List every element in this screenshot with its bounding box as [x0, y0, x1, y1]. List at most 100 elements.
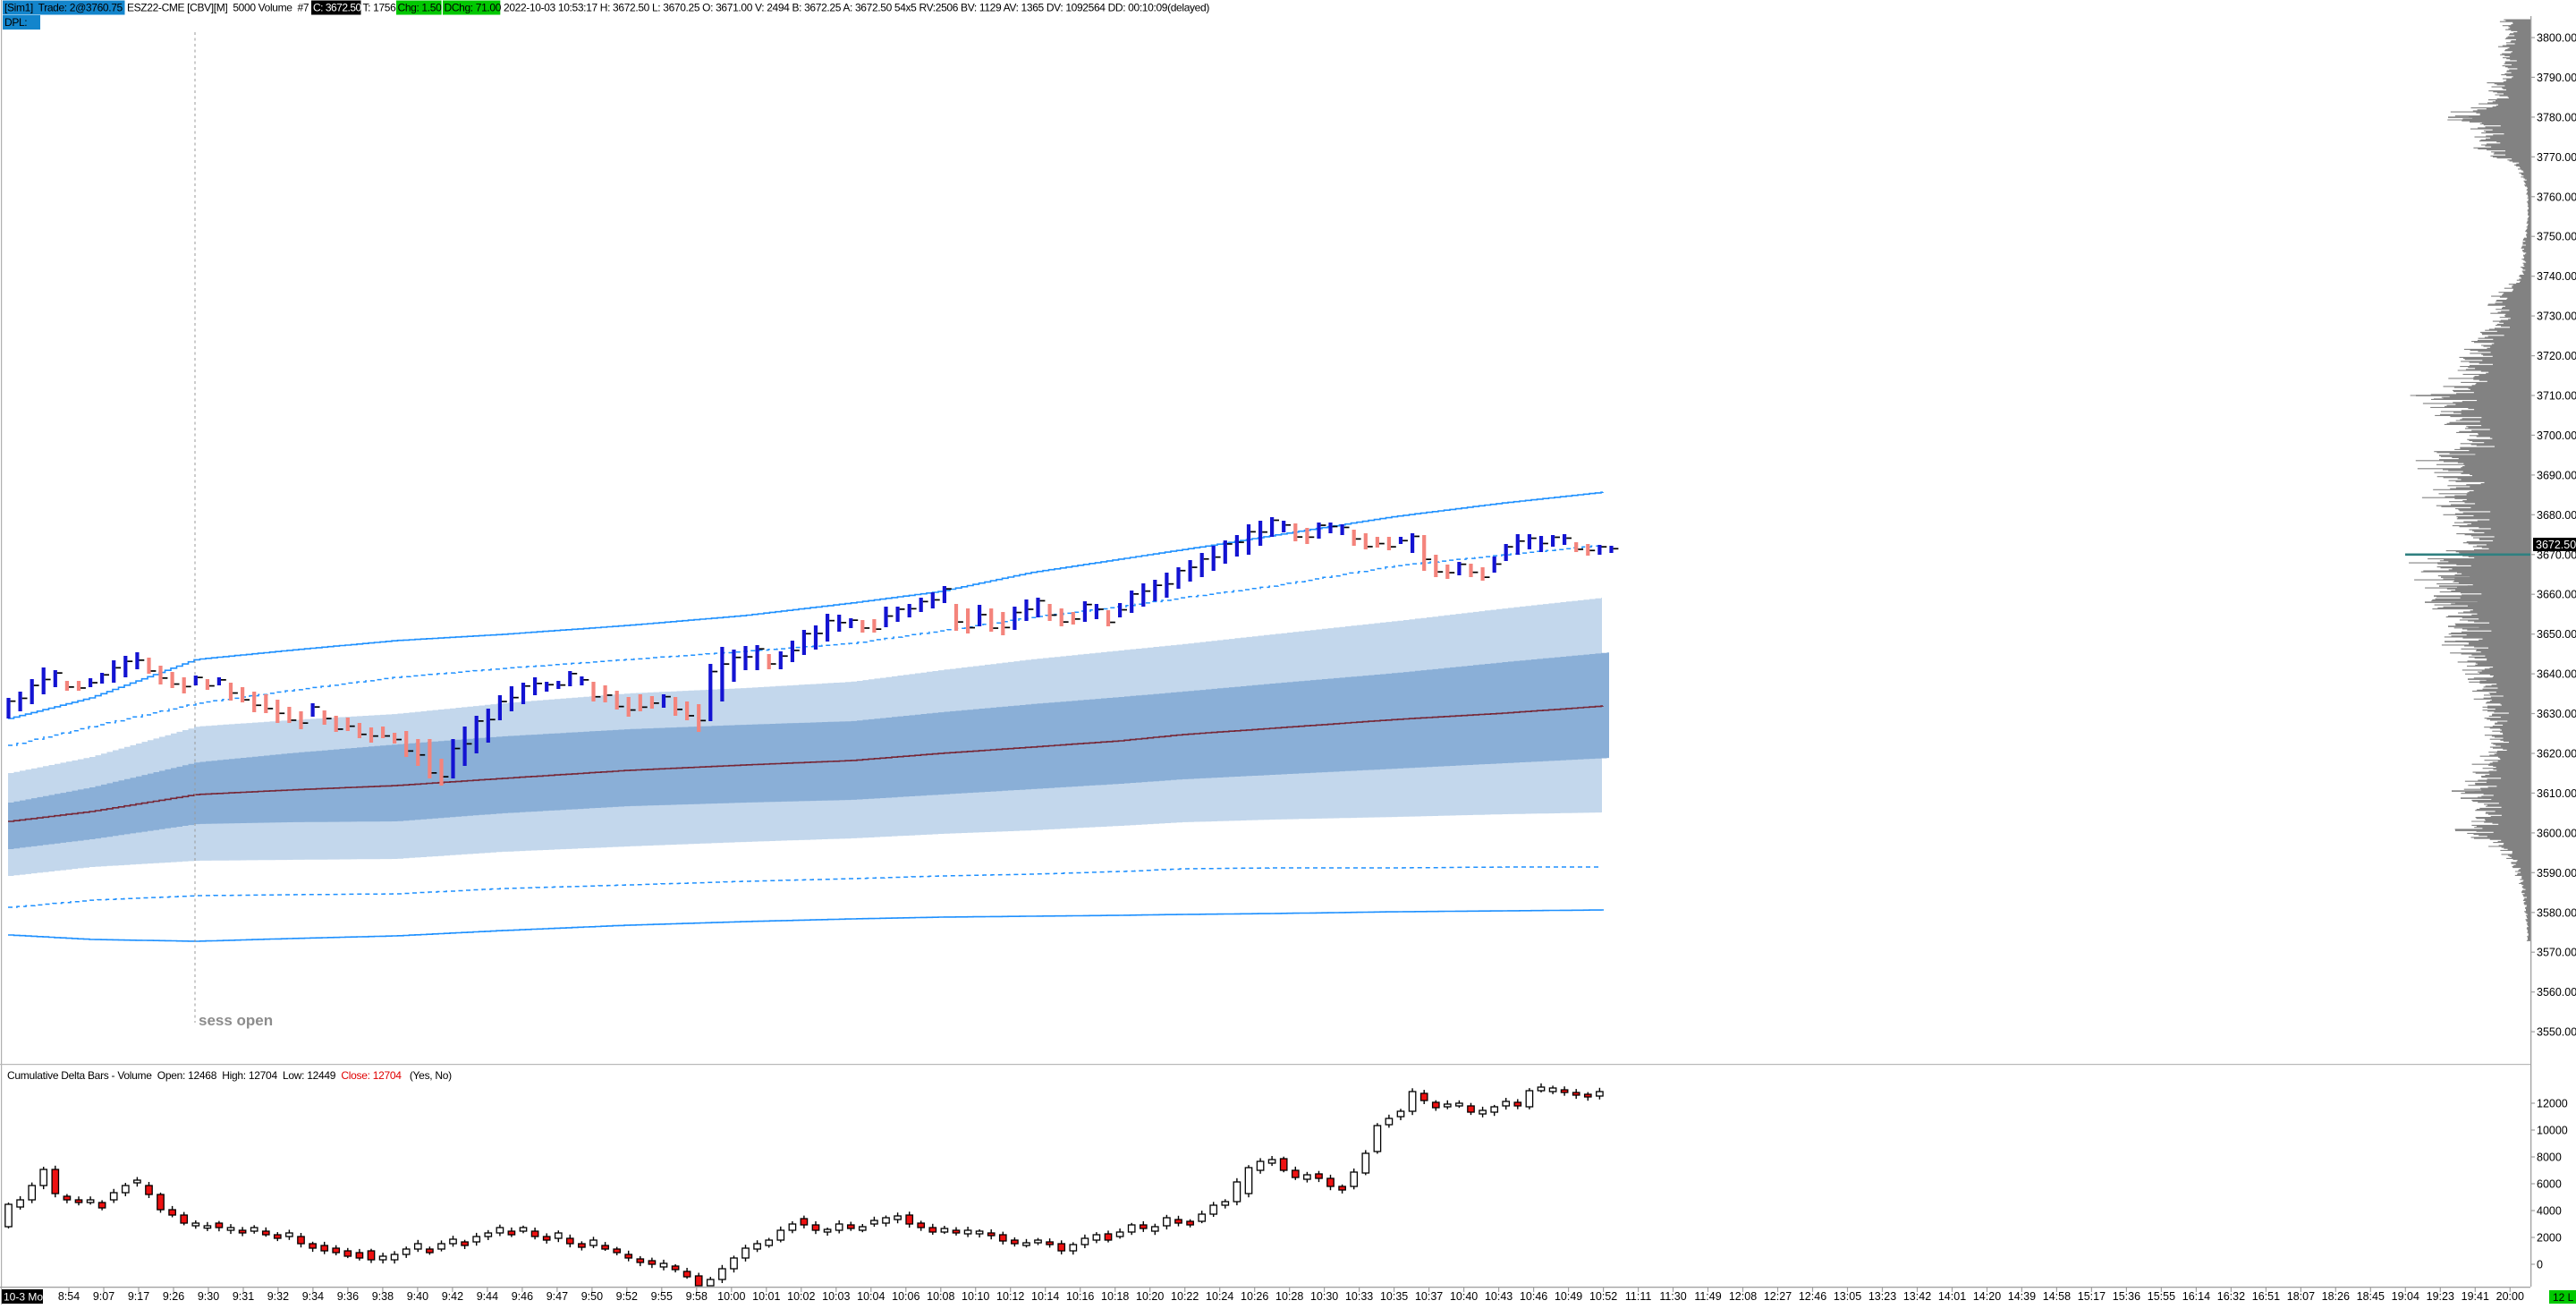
svg-text:10000: 10000: [2537, 1125, 2568, 1137]
svg-text:9:17: 9:17: [128, 1290, 149, 1303]
svg-text:3550.00: 3550.00: [2537, 1026, 2576, 1039]
svg-text:3710.00: 3710.00: [2537, 390, 2576, 403]
svg-text:10:14: 10:14: [1031, 1290, 1059, 1303]
svg-text:3630.00: 3630.00: [2537, 708, 2576, 720]
svg-text:18:26: 18:26: [2322, 1290, 2350, 1303]
svg-text:12000: 12000: [2537, 1098, 2568, 1110]
svg-text:10:49: 10:49: [1555, 1290, 1582, 1303]
svg-text:9:46: 9:46: [512, 1290, 533, 1303]
svg-text:14:20: 14:20: [1973, 1290, 2001, 1303]
svg-text:10-3 Mo: 10-3 Mo: [4, 1291, 43, 1304]
svg-text:6000: 6000: [2537, 1178, 2562, 1191]
svg-text:2000: 2000: [2537, 1232, 2562, 1245]
svg-text:12:08: 12:08: [1729, 1290, 1757, 1303]
svg-text:15:55: 15:55: [2148, 1290, 2175, 1303]
svg-text:18:45: 18:45: [2357, 1290, 2385, 1303]
svg-text:4000: 4000: [2537, 1205, 2562, 1218]
svg-text:3620.00: 3620.00: [2537, 748, 2576, 761]
svg-text:13:23: 13:23: [1868, 1290, 1896, 1303]
svg-text:9:52: 9:52: [616, 1290, 638, 1303]
svg-text:3720.00: 3720.00: [2537, 350, 2576, 362]
svg-text:9:36: 9:36: [337, 1290, 359, 1303]
svg-text:9:31: 9:31: [233, 1290, 254, 1303]
svg-text:3800.00: 3800.00: [2537, 32, 2576, 45]
svg-text:sess open: sess open: [199, 1012, 273, 1029]
svg-text:18:07: 18:07: [2287, 1290, 2315, 1303]
svg-text:14:39: 14:39: [2008, 1290, 2036, 1303]
svg-text:3760.00: 3760.00: [2537, 191, 2576, 203]
svg-text:9:30: 9:30: [198, 1290, 219, 1303]
svg-text:3730.00: 3730.00: [2537, 310, 2576, 323]
svg-text:11:30: 11:30: [1659, 1290, 1686, 1303]
svg-text:3672.50: 3672.50: [2536, 539, 2576, 551]
svg-text:[Sim1] Trade: 2@3760.75: [Sim1] Trade: 2@3760.75: [4, 2, 123, 14]
svg-text:10:01: 10:01: [752, 1290, 780, 1303]
svg-text:3580.00: 3580.00: [2537, 906, 2576, 919]
svg-text:9:38: 9:38: [372, 1290, 394, 1303]
svg-text:3600.00: 3600.00: [2537, 827, 2576, 839]
svg-text:10:08: 10:08: [927, 1290, 954, 1303]
svg-text:10:22: 10:22: [1171, 1290, 1199, 1303]
svg-text:3590.00: 3590.00: [2537, 867, 2576, 880]
svg-text:10:37: 10:37: [1415, 1290, 1443, 1303]
svg-text:Chg: 1.50: Chg: 1.50: [398, 2, 443, 14]
svg-text:10:46: 10:46: [1520, 1290, 1547, 1303]
svg-text:3690.00: 3690.00: [2537, 469, 2576, 481]
svg-text:3790.00: 3790.00: [2537, 72, 2576, 84]
svg-text:T: 1756: T: 1756: [363, 2, 397, 14]
svg-text:3740.00: 3740.00: [2537, 270, 2576, 283]
svg-text:3640.00: 3640.00: [2537, 668, 2576, 681]
svg-text:3750.00: 3750.00: [2537, 231, 2576, 243]
svg-text:13:42: 13:42: [1903, 1290, 1931, 1303]
svg-text:3560.00: 3560.00: [2537, 986, 2576, 999]
svg-text:9:26: 9:26: [163, 1290, 184, 1303]
svg-text:11:11: 11:11: [1625, 1290, 1651, 1303]
svg-text:16:32: 16:32: [2217, 1290, 2245, 1303]
svg-text:20:00: 20:00: [2496, 1290, 2524, 1303]
svg-text:19:41: 19:41: [2462, 1290, 2489, 1303]
svg-text:10:10: 10:10: [962, 1290, 989, 1303]
svg-text:DPL:: DPL:: [4, 16, 27, 29]
svg-text:3570.00: 3570.00: [2537, 947, 2576, 959]
svg-text:10:35: 10:35: [1380, 1290, 1408, 1303]
svg-text:13:05: 13:05: [1834, 1290, 1861, 1303]
svg-text:10:04: 10:04: [857, 1290, 885, 1303]
svg-text:9:47: 9:47: [547, 1290, 568, 1303]
svg-text:10:16: 10:16: [1066, 1290, 1094, 1303]
svg-text:10:02: 10:02: [787, 1290, 815, 1303]
svg-text:10:33: 10:33: [1345, 1290, 1373, 1303]
svg-text:10:26: 10:26: [1241, 1290, 1268, 1303]
svg-text:ESZ22-CME [CBV][M] 5000 Volum: ESZ22-CME [CBV][M] 5000 Volume #7: [127, 2, 309, 14]
svg-text:3670.00: 3670.00: [2537, 548, 2576, 561]
svg-text:3660.00: 3660.00: [2537, 589, 2576, 601]
svg-text:3770.00: 3770.00: [2537, 151, 2576, 164]
svg-text:9:44: 9:44: [477, 1290, 498, 1303]
svg-text:3700.00: 3700.00: [2537, 429, 2576, 442]
svg-text:C: 3672.50: C: 3672.50: [313, 2, 362, 14]
svg-text:19:23: 19:23: [2427, 1290, 2454, 1303]
svg-text:9:58: 9:58: [686, 1290, 708, 1303]
svg-text:9:40: 9:40: [407, 1290, 428, 1303]
svg-text:10:30: 10:30: [1310, 1290, 1338, 1303]
svg-text:10:03: 10:03: [822, 1290, 850, 1303]
svg-text:19:04: 19:04: [2392, 1290, 2419, 1303]
svg-text:12:27: 12:27: [1764, 1290, 1792, 1303]
svg-text:10:06: 10:06: [892, 1290, 919, 1303]
svg-text:10:12: 10:12: [996, 1290, 1024, 1303]
svg-text:9:07: 9:07: [93, 1290, 114, 1303]
svg-text:11:49: 11:49: [1694, 1290, 1721, 1303]
svg-text:14:58: 14:58: [2043, 1290, 2071, 1303]
svg-text:14:01: 14:01: [1938, 1290, 1966, 1303]
svg-text:10:18: 10:18: [1101, 1290, 1129, 1303]
svg-text:9:55: 9:55: [651, 1290, 673, 1303]
svg-text:3610.00: 3610.00: [2537, 787, 2576, 800]
svg-text:16:51: 16:51: [2252, 1290, 2280, 1303]
svg-text:16:14: 16:14: [2182, 1290, 2210, 1303]
svg-text:10:28: 10:28: [1275, 1290, 1303, 1303]
svg-text:9:32: 9:32: [267, 1290, 289, 1303]
svg-text:3680.00: 3680.00: [2537, 509, 2576, 522]
svg-text:3650.00: 3650.00: [2537, 628, 2576, 641]
svg-text:DChg: 71.00: DChg: 71.00: [445, 2, 502, 14]
svg-text:15:36: 15:36: [2113, 1290, 2140, 1303]
svg-text:0: 0: [2537, 1259, 2543, 1271]
